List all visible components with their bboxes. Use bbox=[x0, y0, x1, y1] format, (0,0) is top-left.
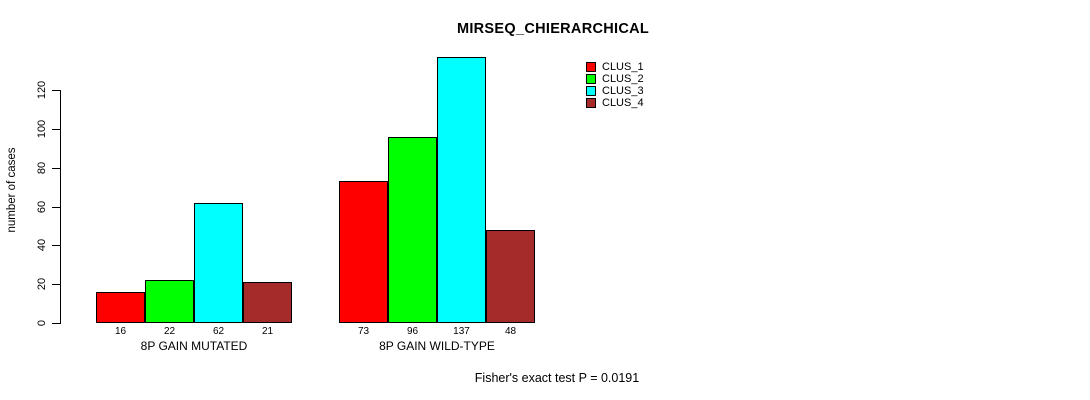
y-axis-tick-label: 40 bbox=[36, 239, 48, 252]
y-axis-tick-label: 0 bbox=[36, 319, 48, 327]
y-axis-tick bbox=[52, 206, 60, 208]
bar-clus_4-group2 bbox=[486, 229, 535, 323]
bar-clus_4-group1 bbox=[243, 282, 292, 323]
legend-label: CLUS_4 bbox=[602, 97, 644, 109]
bar-value-label: 96 bbox=[406, 326, 419, 337]
y-axis-tick bbox=[52, 245, 60, 247]
y-axis-title: number of cases bbox=[6, 147, 18, 233]
legend-swatch-clus_1 bbox=[586, 62, 596, 72]
legend-swatch-clus_3 bbox=[586, 86, 596, 96]
y-axis-tick-label: 60 bbox=[36, 200, 48, 213]
legend-label: CLUS_2 bbox=[602, 73, 644, 85]
bar-value-label: 21 bbox=[261, 326, 274, 337]
legend-item: CLUS_2 bbox=[586, 73, 644, 85]
y-axis-tick bbox=[52, 129, 60, 130]
bar-value-label: 22 bbox=[163, 326, 176, 337]
y-axis-tick bbox=[52, 284, 60, 286]
bar-value-label: 137 bbox=[453, 326, 470, 337]
category-label: 8P GAIN MUTATED bbox=[140, 339, 248, 353]
y-axis-tick-label: 20 bbox=[36, 278, 48, 291]
y-axis-tick-label: 100 bbox=[36, 119, 48, 139]
bar-clus_3-group1 bbox=[194, 202, 243, 323]
bar-value-label: 73 bbox=[357, 326, 370, 337]
legend-label: CLUS_3 bbox=[602, 85, 644, 97]
bar-clus_1-group2 bbox=[339, 181, 388, 323]
legend-swatch-clus_4 bbox=[586, 98, 596, 108]
y-axis-tick-label: 80 bbox=[36, 161, 48, 174]
chart-title: MIRSEQ_CHIERARCHICAL bbox=[456, 21, 650, 37]
legend-item: CLUS_4 bbox=[586, 97, 644, 109]
y-axis-tick bbox=[52, 167, 60, 169]
bar-value-label: 16 bbox=[114, 326, 127, 337]
y-axis-line bbox=[60, 90, 61, 324]
bar-clus_2-group2 bbox=[388, 136, 437, 323]
bar-clus_2-group1 bbox=[145, 280, 194, 323]
legend-item: CLUS_1 bbox=[586, 61, 644, 73]
y-axis-tick-label: 120 bbox=[36, 81, 48, 100]
bar-value-label: 48 bbox=[504, 326, 517, 337]
y-axis-tick bbox=[52, 90, 60, 92]
legend-swatch-clus_2 bbox=[586, 74, 596, 84]
fisher-test-annotation: Fisher's exact test P = 0.0191 bbox=[474, 371, 640, 385]
y-axis-tick bbox=[52, 323, 60, 324]
legend-label: CLUS_1 bbox=[602, 61, 644, 73]
legend-item: CLUS_3 bbox=[586, 85, 644, 97]
bar-value-label: 62 bbox=[212, 326, 225, 337]
category-label: 8P GAIN WILD-TYPE bbox=[379, 339, 495, 353]
bar-clus_1-group1 bbox=[96, 291, 145, 323]
legend: CLUS_1 CLUS_2 CLUS_3 CLUS_4 bbox=[586, 61, 644, 109]
bar-clus_3-group2 bbox=[437, 57, 486, 323]
